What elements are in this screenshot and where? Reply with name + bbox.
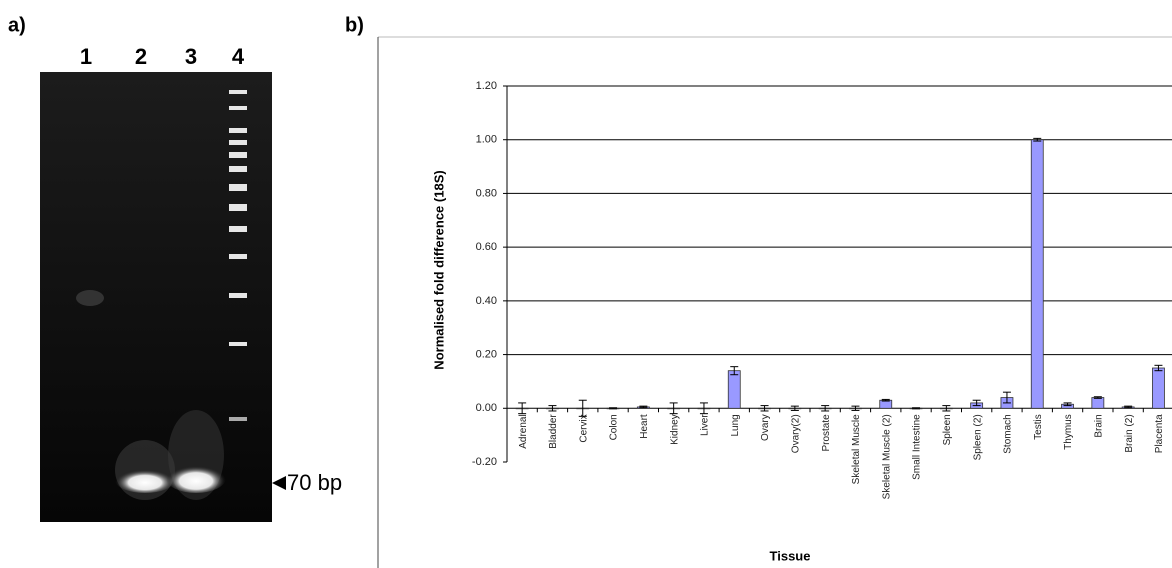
x-tick-label: Kidney <box>669 414 680 445</box>
x-tick-label: Stomach <box>1003 414 1014 453</box>
plot: -0.20 0.00 0.20 0.40 0.60 0.80 1.00 1.20 Adrenal… <box>472 80 1172 499</box>
y-tick-label: 0.20 <box>476 348 497 360</box>
x-tick-label: Cervix <box>578 414 589 442</box>
lane-label: 3 <box>185 44 197 69</box>
error-bar <box>972 399 981 407</box>
error-bar <box>942 405 951 412</box>
lane-label: 1 <box>80 44 92 69</box>
x-tick-label: Placenta <box>1154 414 1165 453</box>
x-tick-label: Spleen <box>942 414 953 445</box>
x-tick-label: Brain <box>1093 414 1104 437</box>
x-tick-label: Bladder <box>548 414 559 449</box>
error-bar <box>518 402 527 415</box>
error-bar <box>1124 405 1133 409</box>
error-bar <box>578 399 587 417</box>
gel-image <box>40 72 272 522</box>
x-tick-label: Colon <box>609 414 620 440</box>
error-bar <box>1154 364 1163 372</box>
error-bar <box>790 405 799 411</box>
lane-label: 2 <box>135 44 147 69</box>
x-tick-label: Lung <box>730 414 741 436</box>
y-tick-label: 1.20 <box>476 80 497 92</box>
y-tick-label: 0.40 <box>476 295 497 307</box>
x-tick-label: Liver <box>700 414 711 436</box>
x-axis-title: Tissue <box>770 548 811 563</box>
x-tick-label: Heart <box>639 414 650 439</box>
bar <box>727 370 741 409</box>
error-bar <box>1033 137 1042 142</box>
bar <box>1091 397 1105 409</box>
y-tick-label: 0.00 <box>476 402 497 414</box>
x-tick-label: Spleen (2) <box>972 414 983 460</box>
x-tick-label: Brain (2) <box>1124 414 1135 452</box>
panel-label: a) <box>8 14 26 36</box>
error-bar <box>1093 396 1102 399</box>
x-tick-label: Ovary <box>760 414 771 441</box>
error-bar <box>639 405 648 409</box>
x-tick-label: Ovary(2) <box>790 414 801 453</box>
error-bar <box>699 402 708 415</box>
x-tick-label: Prostate <box>821 414 832 452</box>
error-bar <box>730 366 739 376</box>
y-tick-label: 0.80 <box>476 187 497 199</box>
x-tick-label: Adrenal <box>518 414 529 448</box>
error-bar <box>609 407 618 410</box>
error-bar <box>669 402 678 415</box>
panel-label: b) <box>345 14 364 36</box>
marker-arrow <box>272 476 286 490</box>
error-bar <box>881 398 890 402</box>
y-axis-title: Normalised fold difference (18S) <box>431 170 446 369</box>
error-bar <box>912 407 921 410</box>
x-tick-label: Testis <box>1033 414 1044 440</box>
error-bar <box>1002 391 1011 404</box>
x-tick-label: Small Intestine <box>912 414 923 480</box>
x-tick-label: Skeletal Muscle <box>851 414 862 484</box>
error-bar <box>821 405 830 412</box>
x-tick-label: Thymus <box>1063 414 1074 450</box>
bar <box>1152 367 1165 409</box>
bar <box>1030 139 1044 409</box>
lane-label: 4 <box>232 44 245 69</box>
y-tick-label: 0.60 <box>476 241 497 253</box>
x-tick-label: Skeletal Muscle (2) <box>881 414 892 499</box>
marker-label: 70 bp <box>287 470 342 495</box>
error-bar <box>851 405 860 411</box>
y-tick-label: -0.20 <box>472 456 497 468</box>
error-bar <box>760 405 769 412</box>
error-bar <box>1063 402 1072 407</box>
y-tick-label: 1.00 <box>476 134 497 146</box>
error-bar <box>548 405 557 412</box>
